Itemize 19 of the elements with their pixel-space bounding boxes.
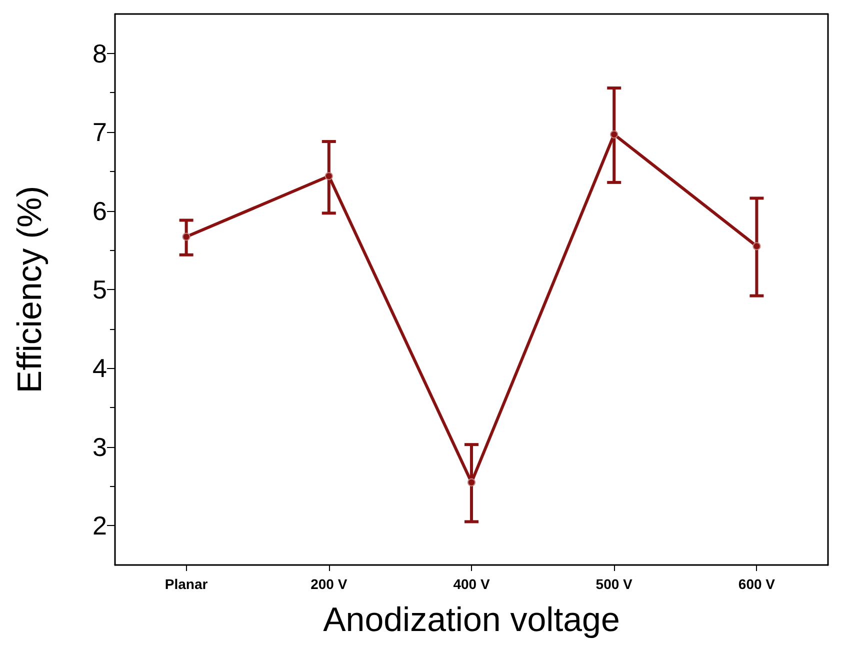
x-axis-title: Anodization voltage <box>323 601 620 639</box>
x-tick-label: Planar <box>164 576 208 592</box>
y-tick-label: 4 <box>92 353 107 384</box>
x-tick-label: 600 V <box>738 576 776 592</box>
x-tick-label: 200 V <box>310 576 348 592</box>
y-tick-label: 6 <box>92 196 107 226</box>
x-tick-label: 500 V <box>596 576 634 592</box>
y-tick-label: 5 <box>92 274 107 304</box>
x-tick-label: 400 V <box>453 576 490 592</box>
point <box>752 242 761 250</box>
y-tick-label: 2 <box>92 510 107 541</box>
point <box>468 478 476 486</box>
point <box>182 232 190 241</box>
y-tick-label: 8 <box>92 38 107 68</box>
y-axis-title: Efficiency (%) <box>11 186 49 394</box>
y-tick-label: 3 <box>92 432 107 462</box>
point <box>324 172 333 180</box>
point <box>610 130 618 138</box>
y-tick-label: 7 <box>92 117 107 148</box>
